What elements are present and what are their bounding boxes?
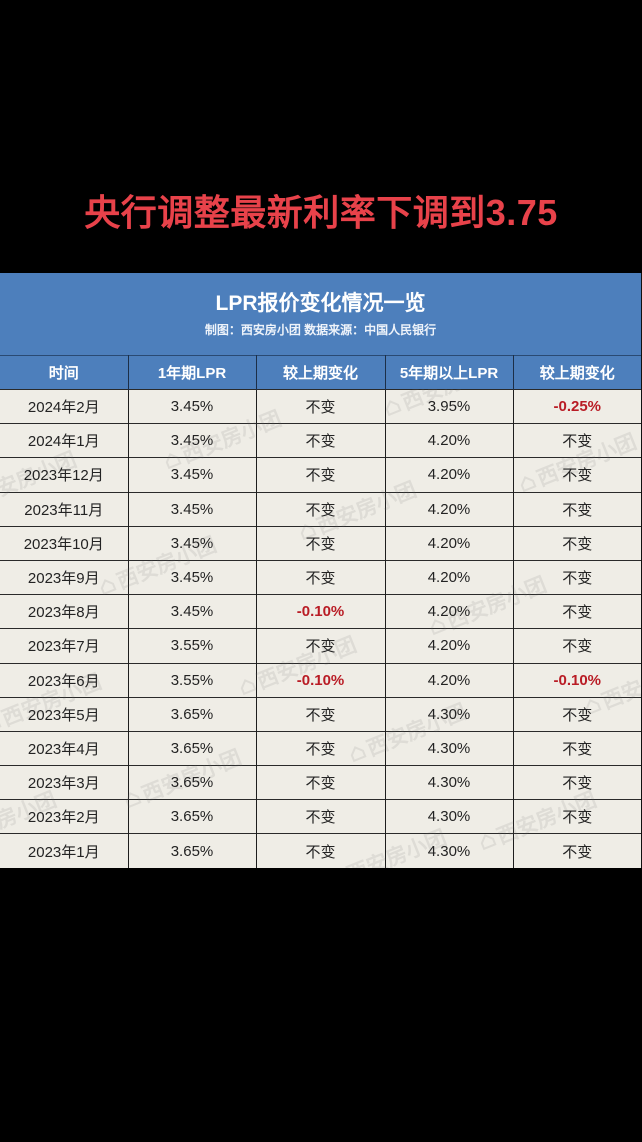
cell-month: 2023年9月 — [0, 559, 129, 595]
cell-5y-lpr: 4.20% — [385, 594, 514, 629]
cell-month: 2023年5月 — [0, 696, 129, 732]
cell-1y-change: 不变 — [256, 765, 386, 800]
table-row: 2023年7月 3.55% 不变 4.20% 不变 — [0, 628, 641, 663]
cell-5y-change: 不变 — [513, 628, 641, 663]
column-header-1y-change: 较上期变化 — [256, 355, 386, 390]
cell-1y-lpr: 3.65% — [128, 730, 257, 766]
table-row: 2023年5月 3.65% 不变 4.30% 不变 — [0, 696, 641, 732]
cell-1y-change: 不变 — [256, 833, 386, 868]
lpr-table-card: LPR报价变化情况一览 制图：西安房小团 数据来源：中国人民银行 西安房小团 西… — [0, 273, 641, 868]
cell-5y-lpr: 4.30% — [385, 799, 514, 834]
column-header-5y-lpr: 5年期以上LPR — [385, 355, 514, 390]
cell-5y-change: -0.25% — [513, 388, 641, 424]
cell-1y-lpr: 3.45% — [128, 491, 257, 527]
table-row: 2023年12月 3.45% 不变 4.20% 不变 — [0, 457, 641, 493]
cell-1y-change: 不变 — [256, 491, 386, 527]
column-header-5y-change: 较上期变化 — [513, 355, 641, 390]
cell-1y-lpr: 3.45% — [128, 457, 257, 493]
cell-1y-change: 不变 — [256, 559, 386, 595]
cell-5y-lpr: 4.20% — [385, 457, 514, 493]
cell-month: 2023年1月 — [0, 833, 129, 868]
cell-month: 2023年4月 — [0, 730, 129, 766]
cell-month: 2023年2月 — [0, 799, 129, 834]
cell-month: 2023年3月 — [0, 765, 129, 800]
cell-5y-change: 不变 — [513, 696, 641, 732]
table-row: 2023年2月 3.65% 不变 4.30% 不变 — [0, 799, 641, 834]
cell-1y-change: 不变 — [256, 628, 386, 663]
cell-1y-change: 不变 — [256, 457, 386, 493]
table-title: LPR报价变化情况一览 — [215, 292, 426, 315]
table-row: 2023年11月 3.45% 不变 4.20% 不变 — [0, 491, 641, 527]
table-row: 2023年6月 3.55% -0.10% 4.20% -0.10% — [0, 662, 641, 698]
table-row: 2023年9月 3.45% 不变 4.20% 不变 — [0, 559, 641, 595]
cell-1y-change: -0.10% — [256, 594, 386, 629]
cell-5y-change: 不变 — [513, 799, 641, 834]
cell-1y-lpr: 3.45% — [128, 559, 257, 595]
cell-5y-lpr: 4.20% — [385, 525, 514, 561]
cell-1y-lpr: 3.55% — [128, 628, 257, 663]
cell-1y-change: -0.10% — [256, 662, 386, 698]
cell-1y-change: 不变 — [256, 388, 386, 424]
cell-5y-change: 不变 — [513, 594, 641, 629]
table-row: 2023年1月 3.65% 不变 4.30% 不变 — [0, 833, 641, 868]
cell-month: 2023年10月 — [0, 525, 129, 561]
cell-1y-lpr: 3.45% — [128, 388, 257, 424]
cell-5y-lpr: 4.20% — [385, 491, 514, 527]
table-subtitle: 制图：西安房小团 数据来源：中国人民银行 — [204, 323, 437, 337]
cell-1y-change: 不变 — [256, 696, 386, 732]
table-row: 2023年10月 3.45% 不变 4.20% 不变 — [0, 525, 641, 561]
cell-5y-lpr: 4.30% — [385, 833, 514, 868]
cell-1y-lpr: 3.45% — [128, 423, 257, 458]
cell-1y-lpr: 3.55% — [128, 662, 257, 698]
cell-month: 2023年6月 — [0, 662, 129, 698]
cell-1y-change: 不变 — [256, 730, 386, 766]
cell-5y-change: 不变 — [513, 559, 641, 595]
cell-1y-change: 不变 — [256, 799, 386, 834]
headline: 央行调整最新利率下调到3.75 — [84, 192, 558, 233]
column-header-1y-lpr: 1年期LPR — [128, 355, 257, 390]
cell-1y-lpr: 3.65% — [128, 765, 257, 800]
cell-5y-change: 不变 — [513, 423, 641, 458]
cell-5y-lpr: 4.30% — [385, 696, 514, 732]
column-header-time: 时间 — [0, 355, 129, 390]
table-row: 2023年8月 3.45% -0.10% 4.20% 不变 — [0, 594, 641, 629]
cell-5y-lpr: 4.20% — [385, 662, 514, 698]
cell-1y-change: 不变 — [256, 525, 386, 561]
cell-5y-lpr: 4.20% — [385, 628, 514, 663]
table-row: 2023年3月 3.65% 不变 4.30% 不变 — [0, 765, 641, 800]
cell-month: 2024年2月 — [0, 388, 129, 424]
cell-5y-change: 不变 — [513, 525, 641, 561]
table-row: 2023年4月 3.65% 不变 4.30% 不变 — [0, 730, 641, 766]
cell-5y-change: 不变 — [513, 491, 641, 527]
cell-month: 2023年12月 — [0, 457, 129, 493]
cell-month: 2024年1月 — [0, 423, 129, 458]
table-row: 2024年2月 3.45% 不变 3.95% -0.25% — [0, 388, 641, 424]
cell-5y-lpr: 4.20% — [385, 423, 514, 458]
table-header-row: 时间 1年期LPR 较上期变化 5年期以上LPR 较上期变化 — [0, 355, 641, 390]
cell-5y-lpr: 4.30% — [385, 730, 514, 766]
cell-5y-change: 不变 — [513, 730, 641, 766]
cell-1y-lpr: 3.45% — [128, 525, 257, 561]
cell-1y-lpr: 3.65% — [128, 696, 257, 732]
cell-1y-lpr: 3.65% — [128, 833, 257, 868]
lpr-table: 时间 1年期LPR 较上期变化 5年期以上LPR 较上期变化 2024年2月 3… — [0, 355, 641, 868]
cell-1y-lpr: 3.65% — [128, 799, 257, 834]
table-row: 2024年1月 3.45% 不变 4.20% 不变 — [0, 423, 641, 458]
cell-month: 2023年8月 — [0, 594, 129, 629]
cell-5y-lpr: 3.95% — [385, 388, 514, 424]
cell-month: 2023年7月 — [0, 628, 129, 663]
cell-month: 2023年11月 — [0, 491, 129, 527]
cell-5y-lpr: 4.30% — [385, 765, 514, 800]
cell-1y-lpr: 3.45% — [128, 594, 257, 629]
cell-5y-lpr: 4.20% — [385, 559, 514, 595]
cell-5y-change: 不变 — [513, 833, 641, 868]
cell-5y-change: 不变 — [513, 765, 641, 800]
cell-5y-change: -0.10% — [513, 662, 641, 698]
cell-5y-change: 不变 — [513, 457, 641, 493]
cell-1y-change: 不变 — [256, 423, 386, 458]
table-title-band: LPR报价变化情况一览 制图：西安房小团 数据来源：中国人民银行 — [0, 273, 641, 355]
